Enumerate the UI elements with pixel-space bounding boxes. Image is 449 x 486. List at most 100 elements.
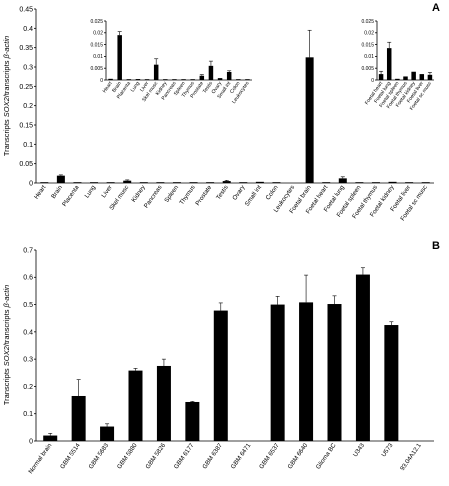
inset-adult-category-label: Lung <box>130 81 141 94</box>
panel-b-bar <box>128 370 143 441</box>
panel-b-y-tick-label: 0.5 <box>23 302 33 309</box>
panel-b-bar <box>213 310 228 441</box>
panel-b-category-label: GBM 5826 <box>144 442 167 471</box>
panel-a-category-label: Kidney <box>130 183 147 203</box>
inset-foetal-y-tick-label: 0 <box>371 78 374 84</box>
inset-foetal-y-tick-label: 0.01 <box>364 54 374 60</box>
inset-foetal-bar <box>386 48 392 80</box>
panel-a-bar <box>272 182 281 183</box>
inset-adult-bar <box>153 64 159 80</box>
panel-b-letter: B <box>432 240 440 252</box>
panel-b-category-label: GBM 5880 <box>116 442 139 471</box>
panel-a-bar <box>338 178 347 183</box>
inset-adult-bar <box>217 78 223 80</box>
inset-adult-bar <box>108 78 113 80</box>
panel-a-bar <box>206 182 215 183</box>
panel-a-category-label: Colon <box>265 184 280 202</box>
inset-foetal-y-tick-label: 0.025 <box>361 19 374 25</box>
inset-foetal-bar <box>395 78 400 80</box>
panel-b-y-tick-label: 0.1 <box>23 411 33 418</box>
panel-a-bar <box>371 182 380 183</box>
panel-a-bar <box>421 182 430 183</box>
panel-b-category-label: GBM 5514 <box>59 442 82 471</box>
panel-a-y-tick-label: 0.4 <box>23 26 33 33</box>
panel-a-bar <box>40 182 49 183</box>
panel-a-bar <box>222 181 231 183</box>
inset-adult-bar <box>208 65 214 80</box>
panel-b-category-label: U343 <box>352 442 367 459</box>
panel-a-bar <box>73 182 82 183</box>
inset-foetal-bar <box>378 74 384 80</box>
panel-a-category-label: Ovary <box>231 183 247 201</box>
y-axis-label: Transcripts SOX2/transcripts β-actin <box>2 285 11 405</box>
panel-b-bar <box>71 395 86 441</box>
panel-a-category-label: Placenta <box>61 184 81 208</box>
panel-a-bar <box>56 175 65 183</box>
inset-foetal-bar <box>411 71 416 80</box>
panel-b-y-tick-label: 0.6 <box>23 275 33 282</box>
panel-a-bar <box>90 182 99 183</box>
panel-a-letter: A <box>432 2 440 14</box>
inset-foetal-y-tick-label: 0.005 <box>361 66 374 72</box>
inset-adult-bar <box>181 79 186 80</box>
y-axis-label: Transcripts SOX2/transcripts β-actin <box>2 36 11 156</box>
inset-adult-y-tick-label: 0.025 <box>90 19 103 25</box>
inset-foetal-y-tick-label: 0.02 <box>364 31 374 37</box>
inset-adult-category-label: Brain <box>111 81 123 94</box>
panel-b-bar <box>299 302 314 441</box>
panel-b-bar <box>384 325 399 441</box>
panel-b-chart: 0 0.1 0.2 0.3 0.4 0.5 0.6 0.7 Normal brain GBM 55… <box>2 247 434 475</box>
inset-adult-y-tick-label: 0.015 <box>90 42 103 48</box>
panel-a-bar <box>139 182 148 183</box>
panel-a-bar <box>106 182 115 183</box>
panel-a-bar <box>322 182 331 183</box>
panel-a-y-tick-label: 0.1 <box>23 142 33 149</box>
panel-a-y-tick-label: 0.05 <box>19 161 33 168</box>
panel-a-category-label: Heart <box>33 184 48 201</box>
panel-b-bar <box>270 304 285 441</box>
panel-a-y-tick-label: 0 <box>29 180 33 187</box>
panel-a-inset-adult-tissues: 00.0050.010.0150.020.025HeartBrainPlacen… <box>90 19 252 105</box>
panel-b-bar <box>43 435 58 441</box>
panel-a-bar <box>239 182 248 183</box>
panel-a-y-tick-label: 0.15 <box>19 122 33 129</box>
inset-adult-category-label: Liver <box>139 80 150 93</box>
panel-a-category-label: Brain <box>50 184 64 200</box>
inset-adult-bar <box>135 79 141 80</box>
panel-a-category-label: Prostate <box>194 184 213 207</box>
panel-a-category-label: Lung <box>84 184 98 200</box>
panel-b-category-label: GBM 6640 <box>287 442 310 471</box>
inset-adult-y-tick-label: 0.005 <box>90 66 103 72</box>
panel-a-y-tick-label: 0.25 <box>19 84 33 91</box>
panel-a-bar <box>355 182 364 183</box>
panel-a-bar <box>172 182 181 183</box>
panel-b-bar <box>185 401 200 441</box>
panel-b-category-label: Glioma BC <box>315 442 338 471</box>
panel-b-y-tick-label: 0.3 <box>23 357 33 364</box>
inset-adult-bar <box>163 79 168 80</box>
inset-adult-bar <box>245 79 250 80</box>
panel-b-bar <box>100 426 115 441</box>
inset-adult-bar <box>190 79 195 80</box>
inset-foetal-bar <box>403 76 408 80</box>
inset-adult-y-tick-label: 0.01 <box>93 54 103 60</box>
panel-a-category-label: Spleen <box>163 184 180 204</box>
inset-adult-bar <box>126 79 132 80</box>
inset-adult-bar <box>172 79 177 80</box>
panel-b-category-label: GBM 5683 <box>88 442 111 471</box>
panel-b-category-label: Normal brain <box>27 442 53 475</box>
panel-a-bar <box>255 181 264 183</box>
panel-b-y-tick-label: 0 <box>29 438 33 445</box>
inset-adult-y-tick-label: 0.02 <box>93 31 103 37</box>
panel-b-category-label: GBM 6471 <box>230 442 253 471</box>
inset-foetal-y-tick-label: 0.015 <box>361 42 374 48</box>
panel-b-category-label: GBM 6387 <box>201 442 224 471</box>
inset-adult-bar <box>236 79 241 80</box>
panel-b-category-label: GBM 6177 <box>173 442 196 471</box>
inset-foetal-bar <box>427 74 433 80</box>
inset-adult-bar <box>117 35 122 80</box>
inset-adult-bar <box>144 79 150 80</box>
